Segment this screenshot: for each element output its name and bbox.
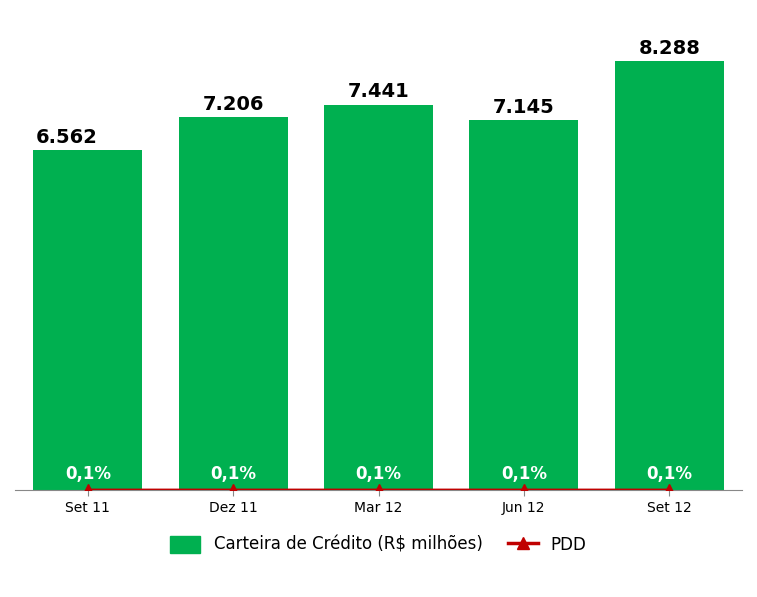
Bar	[324, 104, 433, 490]
Text: 7.145: 7.145	[493, 98, 555, 117]
Bar	[179, 116, 288, 490]
Text: 0,1%: 0,1%	[501, 465, 547, 484]
Text: 7.441: 7.441	[347, 82, 410, 101]
Text: 8.288: 8.288	[638, 39, 700, 58]
Text: 0,1%: 0,1%	[356, 465, 401, 484]
Legend: Carteira de Crédito (R$ milhões), PDD: Carteira de Crédito (R$ milhões), PDD	[164, 529, 593, 561]
Text: 0,1%: 0,1%	[65, 465, 111, 484]
Text: 0,1%: 0,1%	[210, 465, 256, 484]
Text: 7.206: 7.206	[202, 94, 264, 113]
Text: 6.562: 6.562	[36, 128, 98, 147]
Bar	[615, 61, 724, 490]
Bar	[469, 120, 578, 490]
Text: 0,1%: 0,1%	[646, 465, 692, 484]
Bar	[33, 150, 142, 490]
